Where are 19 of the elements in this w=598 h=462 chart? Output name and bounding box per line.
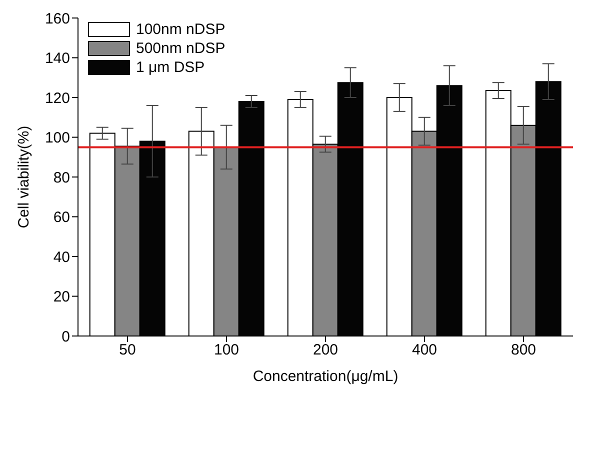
- x-tick-label: 100: [214, 342, 240, 359]
- y-tick-label: 120: [44, 90, 70, 107]
- y-tick-label: 80: [53, 169, 70, 186]
- y-tick-label: 0: [62, 328, 70, 346]
- y-tick-label: 60: [53, 209, 70, 226]
- legend-label: 100nm nDSP: [136, 21, 226, 38]
- x-tick-label: 50: [119, 342, 136, 359]
- legend-label: 1 μm DSP: [136, 59, 205, 76]
- x-tick-label: 400: [412, 342, 438, 359]
- legend-label: 500nm nDSP: [136, 40, 226, 57]
- y-tick-label: 140: [44, 50, 70, 68]
- y-tick-label: 100: [44, 130, 70, 147]
- y-tick-label: 40: [53, 248, 70, 266]
- x-tick-label: 800: [510, 342, 536, 359]
- x-tick-label: 200: [312, 342, 338, 359]
- y-tick-label: 160: [44, 10, 70, 28]
- y-tick-label: 20: [53, 288, 70, 306]
- y-axis-title: Cell viability(%): [15, 126, 32, 228]
- x-axis-title: Concentration(μg/mL): [252, 368, 398, 385]
